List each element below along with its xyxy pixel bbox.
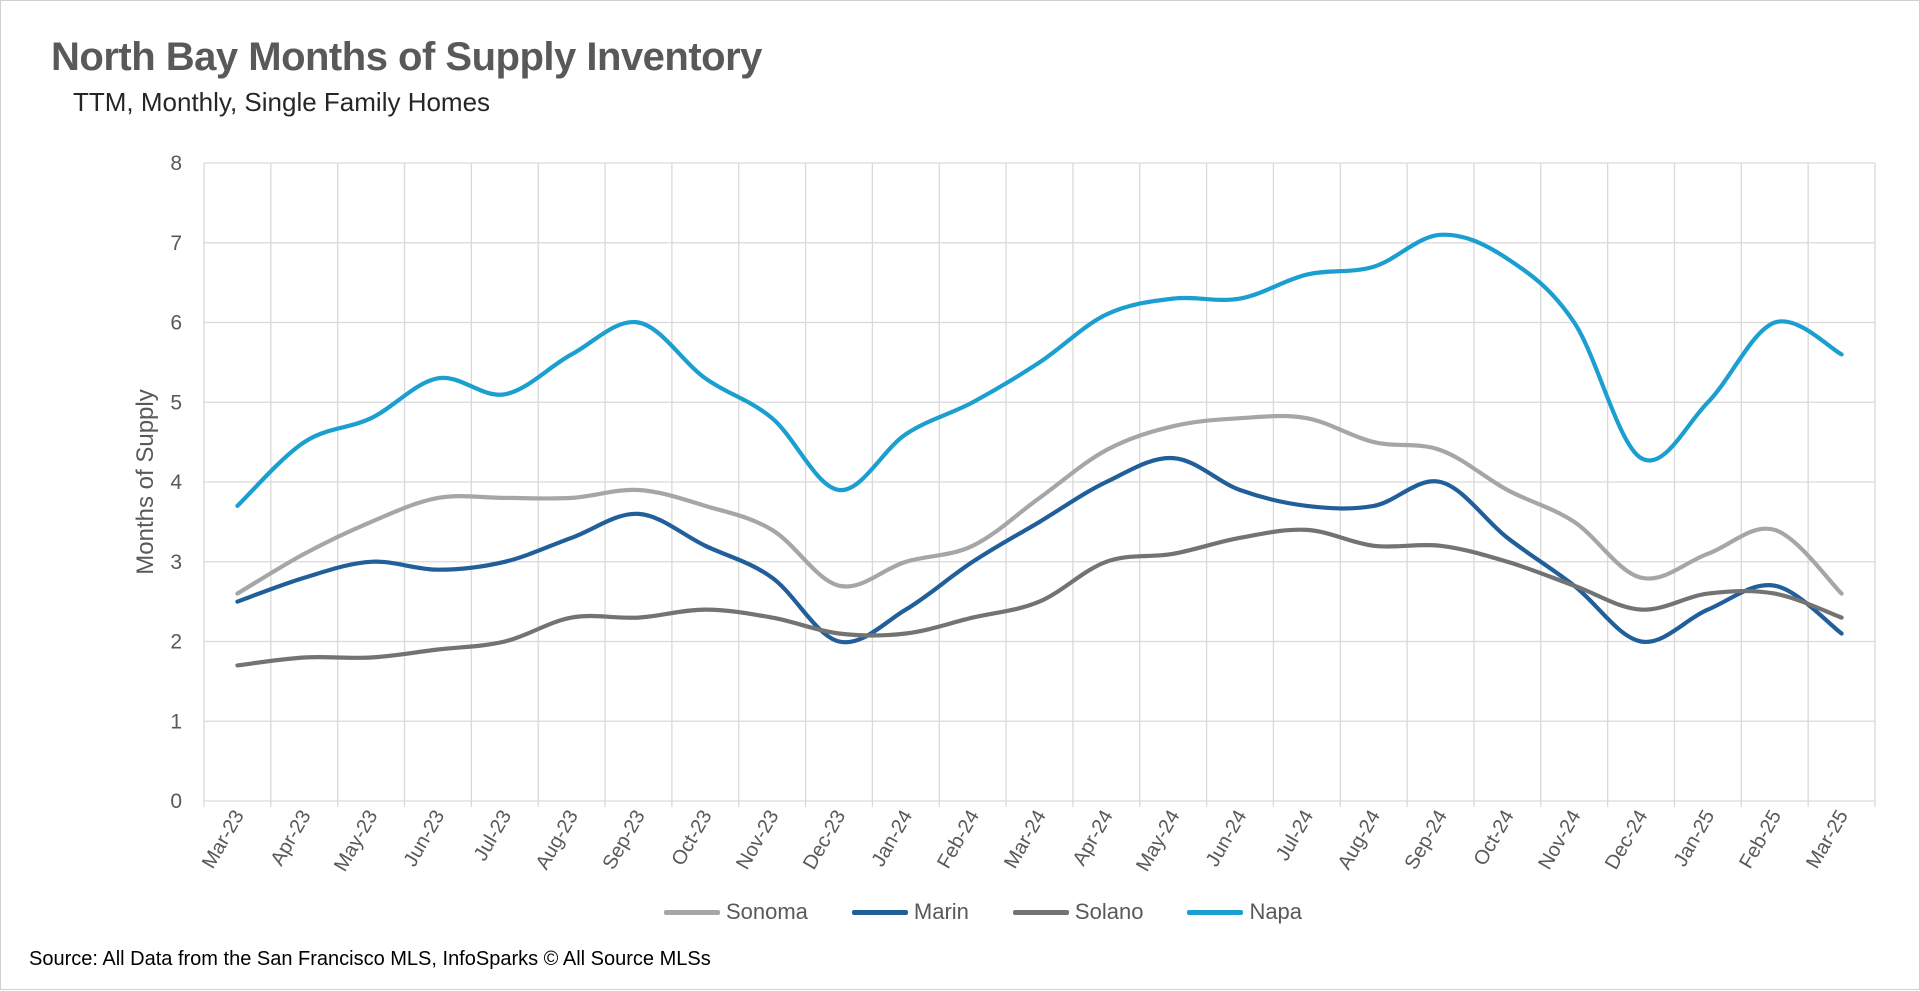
legend-label: Sonoma	[725, 899, 808, 924]
chart-subtitle: TTM, Monthly, Single Family Homes	[73, 87, 491, 117]
x-tick-label: Jul-24	[1272, 807, 1318, 865]
legend-item-sonoma: Sonoma	[663, 899, 808, 925]
y-tick-label: 1	[170, 710, 182, 733]
series-line-marin	[235, 455, 1844, 645]
x-tick-label: Dec-24	[1601, 807, 1652, 874]
x-tick-label: Sep-24	[1401, 807, 1452, 874]
y-tick-label: 5	[170, 391, 182, 414]
legend-swatch	[851, 909, 908, 915]
y-tick-label: 7	[170, 232, 182, 255]
x-tick-label: Jul-23	[470, 807, 516, 865]
legend-item-solano: Solano	[1012, 899, 1144, 925]
x-tick-label: Jun-23	[400, 807, 450, 871]
legend-label: Napa	[1249, 899, 1303, 924]
x-tick-label: Jan-25	[1670, 807, 1720, 871]
x-tick-label: May-23	[330, 807, 382, 876]
y-axis-title: Months of Supply	[132, 389, 159, 574]
x-tick-label: Oct-23	[668, 807, 717, 870]
x-tick-label: Mar-24	[1000, 807, 1051, 873]
x-tick-label: Apr-24	[1069, 807, 1118, 870]
series-line-napa	[235, 232, 1844, 508]
x-tick-label: Feb-25	[1735, 807, 1786, 873]
x-tick-label: Jun-24	[1202, 807, 1252, 871]
x-tick-label: Jan-24	[868, 807, 918, 871]
chart-title: North Bay Months of Supply Inventory	[51, 35, 762, 79]
legend: Sonoma Marin Solano Napa	[1, 899, 1920, 925]
y-tick-label: 2	[170, 631, 182, 654]
legend-label: Marin	[913, 899, 969, 924]
series-line-solano	[235, 527, 1844, 668]
x-tick-label: Oct-24	[1470, 807, 1519, 870]
y-tick-label: 8	[170, 152, 182, 175]
series-lines	[235, 232, 1844, 668]
x-tick-label: Dec-23	[799, 807, 850, 874]
legend-swatch	[1187, 909, 1244, 915]
x-tick-label: Feb-24	[933, 806, 984, 872]
x-tick-label: Sep-23	[598, 807, 649, 874]
x-tick-label: Mar-23	[198, 807, 249, 873]
x-tick-label: Nov-24	[1534, 807, 1585, 874]
y-tick-label: 0	[170, 790, 182, 813]
x-tick-label: Aug-23	[532, 807, 583, 874]
x-tick-label: Mar-25	[1802, 807, 1853, 873]
series-line-sonoma	[235, 413, 1844, 596]
x-tick-label: Nov-23	[732, 807, 783, 874]
legend-label: Solano	[1074, 899, 1144, 924]
x-tick-label: May-24	[1132, 807, 1184, 876]
legend-swatch	[663, 909, 720, 915]
gridlines	[203, 162, 1876, 802]
legend-item-napa: Napa	[1187, 899, 1302, 925]
x-tick-label: Apr-23	[267, 807, 316, 870]
y-tick-label: 6	[170, 312, 182, 335]
source-note: Source: All Data from the San Francisco …	[29, 948, 711, 970]
x-tick-label: Aug-24	[1334, 807, 1385, 874]
legend-swatch	[1012, 909, 1069, 915]
y-tick-label: 3	[170, 551, 182, 574]
y-tick-label: 4	[170, 471, 182, 494]
legend-item-marin: Marin	[851, 899, 969, 925]
